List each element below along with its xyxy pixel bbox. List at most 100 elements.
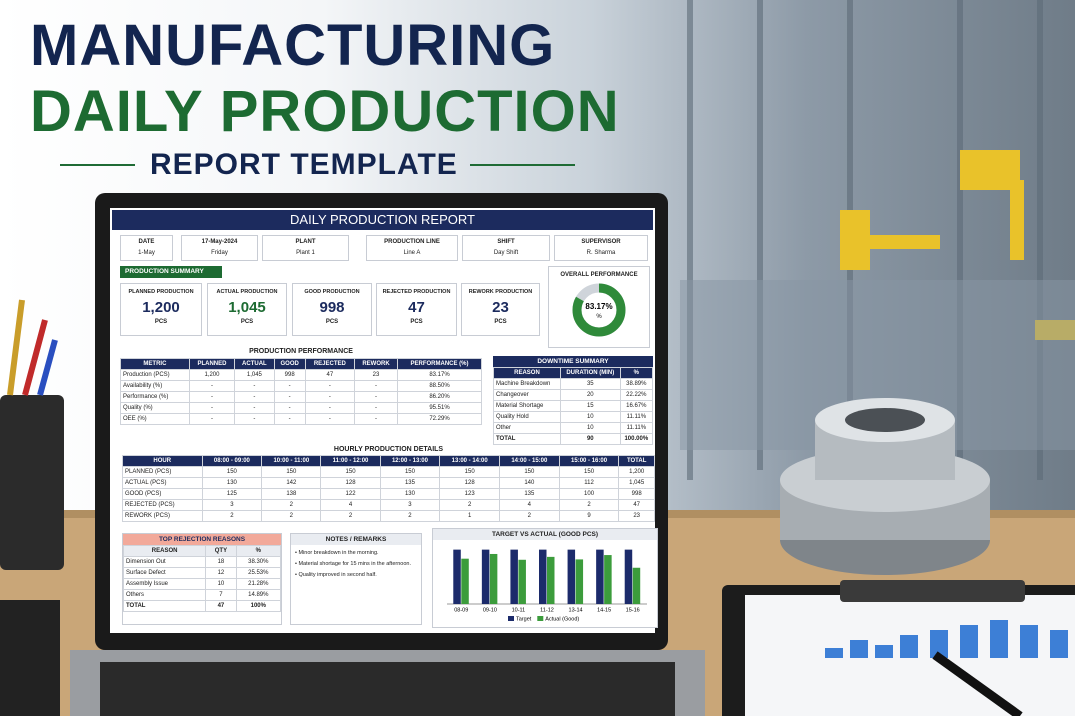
table-row: ACTUAL (PCS) 130 142 128 135 128 140 112 1,045: [122, 477, 655, 489]
table-cell: -: [188, 413, 236, 425]
table-cell: 150: [558, 466, 620, 478]
info-value: R. Sharma: [586, 250, 616, 256]
bar: [567, 549, 576, 604]
table-cell: 47: [618, 499, 655, 511]
info-label: SUPERVISOR: [581, 239, 621, 245]
hourly-title: HOURLY PRODUCTION DETAILS: [333, 446, 444, 453]
table-cell: 20: [559, 389, 621, 401]
header-cell: HOUR: [122, 455, 203, 467]
summary-title: PRODUCTION SUMMARY: [120, 266, 222, 278]
table-cell: 150: [439, 466, 500, 478]
legend-swatch: [537, 616, 544, 621]
table-cell: REJECTED (PCS): [122, 499, 203, 511]
header-row: METRIC PLANNED ACTUAL GOOD REJECTED REWORK PER…: [120, 358, 482, 370]
table-cell: Changeover: [493, 389, 561, 401]
table: HOUR 08:00 - 09:00 10:00 - 11:00 11:00 - 12…: [122, 455, 655, 522]
note-item: Minor breakdown in the morning.: [295, 550, 417, 556]
header-cell: REWORK: [353, 358, 399, 370]
table-cell: 150: [320, 466, 381, 478]
x-tick-label: 15-16: [626, 607, 640, 613]
header-cell: 12:00 - 13:00: [379, 455, 441, 467]
card-label: GOOD PRODUCTION: [304, 289, 360, 295]
header-row: HOUR 08:00 - 09:00 10:00 - 11:00 11:00 - 12…: [122, 455, 655, 467]
table-cell: 95.51%: [397, 402, 482, 414]
table-cell: 10: [559, 411, 621, 423]
card-value: 998: [319, 299, 345, 316]
table-cell: -: [273, 380, 306, 392]
table-cell: 1: [439, 510, 500, 522]
table-cell: Assembly Issue: [122, 578, 207, 590]
card-label: ACTUAL PRODUCTION: [216, 289, 278, 295]
table-row: Dimension Out 18 38.30%: [122, 556, 282, 568]
table-cell: -: [353, 413, 399, 425]
table-cell: 38.89%: [619, 378, 654, 390]
table-cell: 130: [201, 477, 263, 489]
table-cell: 38.30%: [235, 556, 282, 568]
donut-value: [572, 283, 626, 337]
card-unit: PCS: [410, 319, 423, 325]
card-unit: PCS: [494, 319, 507, 325]
note-item: Material shortage for 15 mins in the aft…: [295, 561, 417, 567]
info-value: Day Shift: [493, 250, 519, 256]
bar: [481, 549, 490, 604]
header-cell: 08:00 - 09:00: [201, 455, 263, 467]
header-cell: DURATION (MIN): [559, 367, 621, 379]
legend-label: Target: [516, 616, 532, 622]
table-cell: 86.20%: [397, 391, 482, 403]
x-tick-label: 13-14: [569, 607, 583, 613]
header-cell: REASON: [493, 367, 561, 379]
bar: [518, 559, 526, 604]
table-cell: -: [273, 391, 306, 403]
table-cell: 150: [499, 466, 560, 478]
table-cell: -: [188, 391, 236, 403]
table-cell: -: [304, 413, 355, 425]
bar: [604, 555, 612, 604]
table-cell: 2: [320, 510, 381, 522]
x-tick-label: 10-11: [512, 607, 526, 613]
table-cell: Dimension Out: [122, 556, 207, 568]
info-field: DATE 1-May: [120, 235, 173, 261]
table-cell: 100.00%: [619, 433, 654, 445]
summary-card: REJECTED PRODUCTION 47 PCS: [376, 283, 457, 336]
header-cell: 13:00 - 14:00: [439, 455, 500, 467]
table-cell: -: [188, 402, 236, 414]
table-cell: 22.22%: [619, 389, 654, 401]
header-cell: %: [235, 545, 282, 557]
table-cell: 21.28%: [235, 578, 282, 590]
x-tick-label: 09-10: [483, 607, 497, 613]
table-cell: -: [273, 402, 306, 414]
donut-label: 83.17%: [585, 302, 612, 311]
table-cell: TOTAL: [493, 433, 561, 445]
table-cell: 2: [261, 499, 322, 511]
notes-title: NOTES / REMARKS: [291, 534, 421, 545]
table-cell: 998: [618, 488, 655, 500]
table-cell: -: [353, 380, 399, 392]
table-row: TOTAL 90 100.00%: [493, 433, 654, 445]
info-value: Line A: [403, 250, 421, 256]
table-cell: 23: [618, 510, 655, 522]
table-cell: 3: [201, 499, 263, 511]
bar: [624, 549, 633, 604]
x-tick-label: 14-15: [597, 607, 611, 613]
table-row: PLANNED (PCS) 150 150 150 150 150 150 150 1,200: [122, 466, 655, 478]
card-unit: PCS: [154, 319, 168, 325]
bar: [575, 559, 584, 604]
table-cell: -: [353, 391, 399, 403]
table-cell: 100: [558, 488, 620, 500]
headline-2: DAILY PRODUCTION: [30, 79, 620, 144]
table-cell: -: [304, 391, 355, 403]
table-cell: 2: [439, 499, 500, 511]
table-cell: 2: [201, 510, 263, 522]
table-cell: 150: [261, 466, 322, 478]
table-row: Other 10 11.11%: [493, 422, 654, 434]
table-row: REJECTED (PCS) 3 2 4 3 2 4 2 47: [122, 499, 655, 511]
table-cell: Machine Breakdown: [493, 378, 561, 390]
table-row: Performance (%) - - - - -86.20%: [120, 391, 482, 403]
chart-box: TARGET VS ACTUAL (GOOD PCS) 08-09 09-10 10…: [432, 528, 658, 628]
table-row: Surface Defect 12 25.53%: [122, 567, 282, 579]
bar: [547, 556, 555, 604]
table-cell: 2: [261, 510, 322, 522]
table-cell: -: [188, 380, 236, 392]
table-cell: -: [234, 391, 275, 403]
table-cell: Other: [493, 422, 561, 434]
